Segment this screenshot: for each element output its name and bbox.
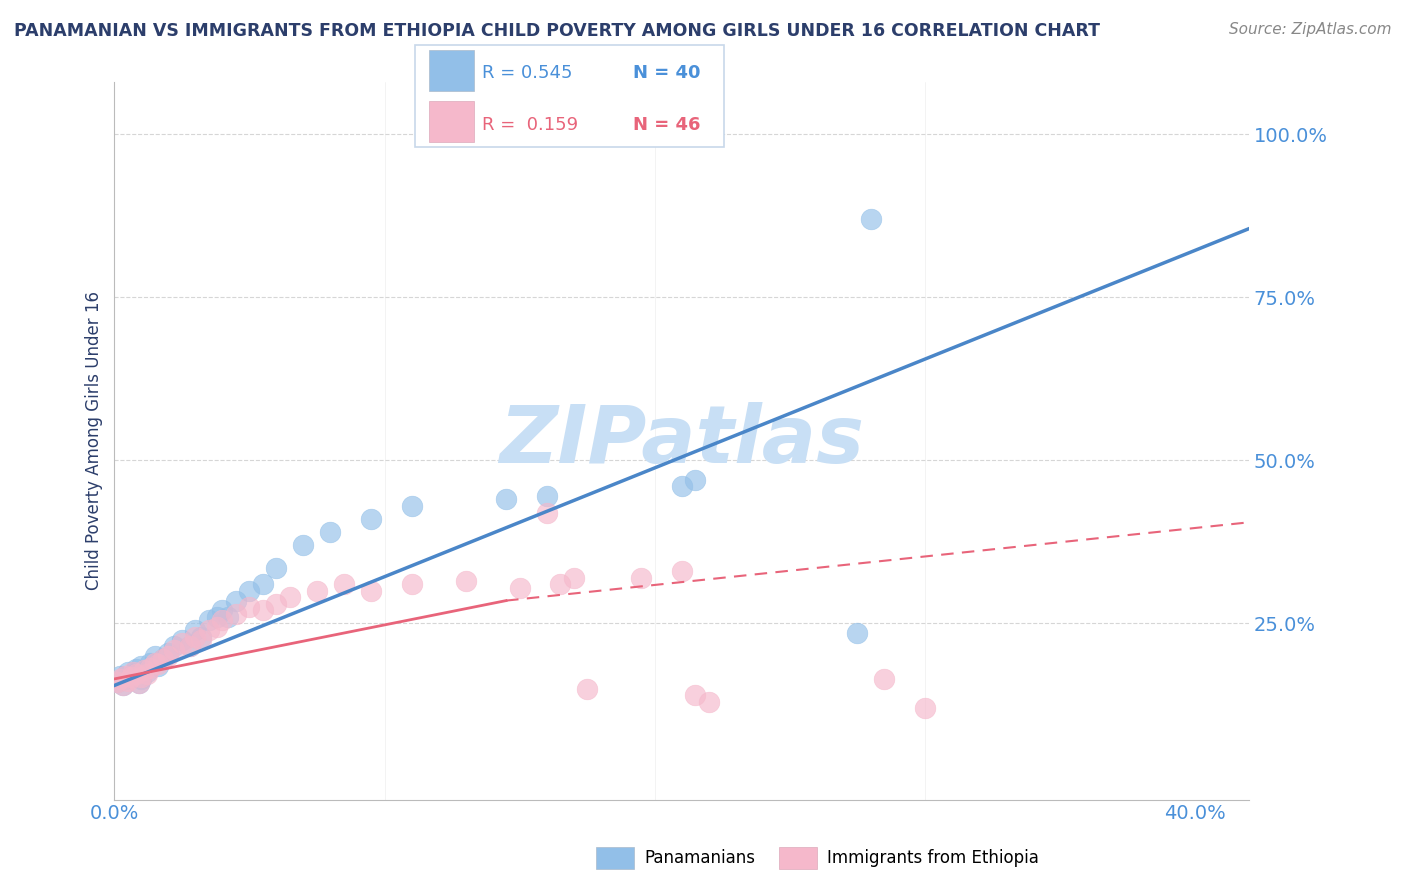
Point <box>125 667 148 681</box>
Point <box>111 678 134 692</box>
Point <box>134 664 156 678</box>
Point <box>120 670 142 684</box>
Point <box>509 581 531 595</box>
Point <box>671 564 693 578</box>
Point <box>217 610 239 624</box>
Point <box>683 473 706 487</box>
Text: PANAMANIAN VS IMMIGRANTS FROM ETHIOPIA CHILD POVERTY AMONG GIRLS UNDER 16 CORREL: PANAMANIAN VS IMMIGRANTS FROM ETHIOPIA C… <box>14 22 1099 40</box>
Point <box>360 583 382 598</box>
Point <box>128 676 150 690</box>
Point <box>401 577 423 591</box>
Text: ZIPatlas: ZIPatlas <box>499 401 865 480</box>
Point <box>319 525 342 540</box>
Point <box>225 593 247 607</box>
Point <box>122 665 145 680</box>
Point <box>179 640 201 654</box>
Point <box>108 668 131 682</box>
Text: R = 0.545: R = 0.545 <box>482 64 572 82</box>
Point <box>211 603 233 617</box>
Point <box>135 665 157 680</box>
Point <box>914 701 936 715</box>
Point <box>211 613 233 627</box>
Point <box>170 636 193 650</box>
Point <box>105 675 128 690</box>
Point <box>138 656 160 670</box>
Text: Source: ZipAtlas.com: Source: ZipAtlas.com <box>1229 22 1392 37</box>
Point <box>184 623 207 637</box>
Point <box>562 571 585 585</box>
Point <box>683 688 706 702</box>
Point <box>495 492 517 507</box>
Point <box>292 538 315 552</box>
Point <box>122 667 145 681</box>
Point <box>190 630 212 644</box>
Point <box>146 658 169 673</box>
Point <box>198 613 221 627</box>
Point <box>846 626 869 640</box>
Point <box>184 630 207 644</box>
Point <box>143 656 166 670</box>
Point <box>548 577 571 591</box>
Point <box>401 499 423 513</box>
Text: Immigrants from Ethiopia: Immigrants from Ethiopia <box>827 849 1039 867</box>
Point <box>120 670 142 684</box>
Point <box>157 646 180 660</box>
Point <box>163 640 186 654</box>
Y-axis label: Child Poverty Among Girls Under 16: Child Poverty Among Girls Under 16 <box>86 292 103 591</box>
Point <box>163 642 186 657</box>
Point <box>170 632 193 647</box>
Point <box>278 591 301 605</box>
Point <box>266 561 288 575</box>
Point <box>859 211 882 226</box>
Point <box>117 673 139 688</box>
Point <box>238 583 260 598</box>
Point <box>205 620 228 634</box>
Point <box>536 489 558 503</box>
Point <box>138 661 160 675</box>
Point <box>128 676 150 690</box>
Point <box>536 506 558 520</box>
Point <box>105 675 128 690</box>
Point <box>630 571 652 585</box>
Text: N = 46: N = 46 <box>633 116 700 134</box>
Point <box>125 662 148 676</box>
Point <box>143 649 166 664</box>
Point <box>190 632 212 647</box>
Point <box>152 652 174 666</box>
Point <box>152 652 174 666</box>
Point <box>108 672 131 686</box>
Point <box>454 574 477 588</box>
Point <box>252 577 274 591</box>
Point <box>114 672 136 686</box>
Point <box>873 672 896 686</box>
Point <box>225 607 247 621</box>
Point <box>131 670 153 684</box>
Point <box>114 668 136 682</box>
Point <box>157 649 180 664</box>
Point <box>266 597 288 611</box>
Text: R =  0.159: R = 0.159 <box>482 116 578 134</box>
Point <box>252 603 274 617</box>
Text: N = 40: N = 40 <box>633 64 700 82</box>
Point <box>146 657 169 671</box>
Point <box>131 658 153 673</box>
Point <box>205 610 228 624</box>
Point <box>360 512 382 526</box>
Point <box>305 583 328 598</box>
Point <box>576 681 599 696</box>
Point <box>238 600 260 615</box>
Point <box>179 640 201 654</box>
Text: Panamanians: Panamanians <box>644 849 755 867</box>
Point <box>117 665 139 680</box>
Point <box>697 695 720 709</box>
Point <box>135 666 157 681</box>
Point <box>198 623 221 637</box>
Point <box>671 479 693 493</box>
Point <box>111 678 134 692</box>
Point <box>131 672 153 686</box>
Point <box>333 577 356 591</box>
